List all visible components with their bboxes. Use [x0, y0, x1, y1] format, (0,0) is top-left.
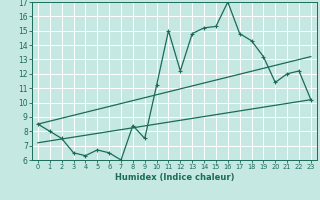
X-axis label: Humidex (Indice chaleur): Humidex (Indice chaleur)	[115, 173, 234, 182]
